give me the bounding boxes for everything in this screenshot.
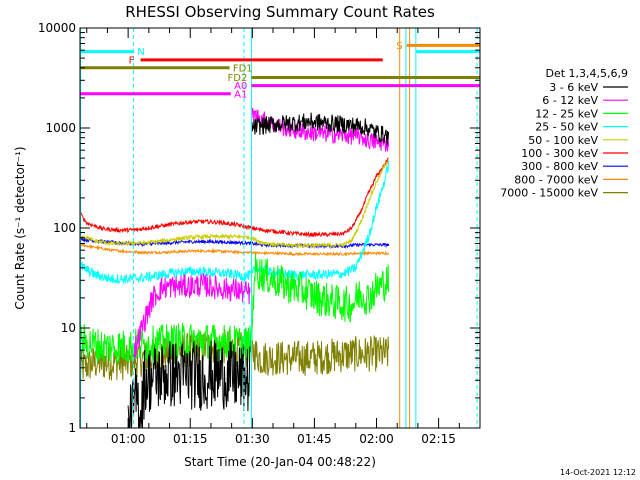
series-line-12-25-kev	[80, 253, 390, 365]
legend-label: 25 - 50 keV	[535, 121, 598, 134]
x-axis-label: Start Time (20-Jan-04 00:48:22)	[184, 455, 376, 469]
y-tick-label: 1000	[45, 121, 76, 135]
legend-label: 7000 - 15000 keV	[500, 187, 598, 200]
chart-title: RHESSI Observing Summary Count Rates	[125, 3, 435, 21]
series-line-800-7000-kev	[80, 243, 390, 257]
legend-label: 300 - 800 keV	[521, 160, 598, 173]
legend-label: 6 - 12 keV	[542, 94, 598, 107]
y-tick-label: 100	[53, 221, 76, 235]
series-line-3-6-kev	[251, 112, 390, 145]
legend-label: 800 - 7000 keV	[514, 173, 598, 186]
state-label-fd2: FD2	[228, 73, 248, 84]
state-label-a0: A0	[234, 81, 247, 92]
legend-label: 100 - 300 keV	[521, 147, 598, 160]
legend-label: 50 - 100 keV	[528, 134, 598, 147]
x-tick-label: 01:00	[111, 432, 146, 446]
x-tick-label: 02:15	[421, 432, 456, 446]
y-tick-label: 10	[61, 321, 76, 335]
state-label-f: F	[129, 55, 135, 66]
x-tick-label: 01:15	[173, 432, 208, 446]
series-line-low-6-12-kev	[133, 273, 251, 361]
series-line-6-12-kev	[251, 106, 390, 152]
x-tick-label: 02:00	[359, 432, 394, 446]
state-label-n: N	[137, 47, 144, 58]
x-tick-label: 01:30	[235, 432, 270, 446]
series-line-low-3-6-kev	[127, 340, 251, 428]
state-label-s: S	[396, 41, 402, 52]
series-line-25-50-kev	[80, 160, 390, 284]
legend-title: Det 1,3,4,5,6,9	[545, 67, 628, 80]
state-label-fd1: FD1	[233, 63, 253, 74]
y-axis-label: Count Rate (s⁻¹ detector⁻¹)	[13, 146, 27, 309]
axes: 01:00 01:15 01:30 01:45 02:00 02:15 1 10 100 1000…	[38, 21, 481, 446]
legend-label: 3 - 6 keV	[549, 81, 598, 94]
timestamp: 14-Oct-2021 12:12	[560, 468, 636, 477]
state-label-a1: A1	[234, 89, 247, 100]
legend-label: 12 - 25 keV	[535, 107, 598, 120]
series-line-100-300-kev	[80, 157, 389, 239]
y-tick-label: 10000	[38, 21, 76, 35]
y-tick-label: 1	[68, 421, 76, 435]
series-line-50-100-kev	[80, 159, 390, 250]
x-tick-label: 01:45	[297, 432, 332, 446]
